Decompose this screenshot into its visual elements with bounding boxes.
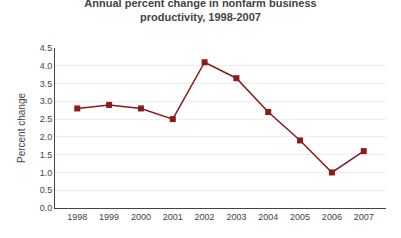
svg-text:2006: 2006 (322, 212, 342, 222)
svg-text:3.5: 3.5 (40, 79, 53, 89)
svg-text:1998: 1998 (67, 212, 87, 222)
svg-text:2004: 2004 (258, 212, 278, 222)
svg-text:4.5: 4.5 (40, 43, 53, 53)
svg-text:1.0: 1.0 (40, 168, 53, 178)
svg-text:2000: 2000 (131, 212, 151, 222)
svg-text:2.5: 2.5 (40, 114, 53, 124)
svg-text:Percent change: Percent change (16, 93, 27, 163)
svg-text:2005: 2005 (290, 212, 310, 222)
svg-text:2.0: 2.0 (40, 132, 53, 142)
svg-text:4.0: 4.0 (40, 61, 53, 71)
svg-text:0.0: 0.0 (40, 203, 53, 213)
svg-text:0.5: 0.5 (40, 185, 53, 195)
svg-text:2003: 2003 (226, 212, 246, 222)
svg-text:1.5: 1.5 (40, 150, 53, 160)
svg-text:2001: 2001 (163, 212, 183, 222)
svg-text:2007: 2007 (354, 212, 374, 222)
svg-text:2002: 2002 (195, 212, 215, 222)
svg-text:1999: 1999 (99, 212, 119, 222)
svg-text:3.0: 3.0 (40, 96, 53, 106)
svg-text:Annual percent change in nonfa: Annual percent change in nonfarm busines… (84, 0, 316, 23)
